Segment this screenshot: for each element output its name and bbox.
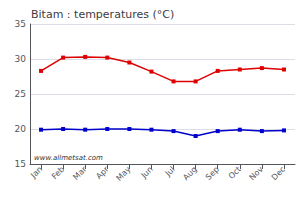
svg-text:Bitam : temperatures (°C): Bitam : temperatures (°C) (31, 8, 174, 21)
svg-text:Mar: Mar (71, 164, 89, 182)
svg-text:20: 20 (15, 124, 27, 134)
svg-text:www.allmetsat.com: www.allmetsat.com (34, 154, 103, 162)
svg-text:30: 30 (15, 54, 27, 64)
svg-text:25: 25 (15, 89, 26, 99)
svg-text:Sep: Sep (204, 165, 221, 182)
svg-text:Jul: Jul (163, 165, 177, 179)
svg-text:35: 35 (15, 19, 26, 29)
svg-text:Feb: Feb (50, 165, 66, 181)
svg-text:May: May (115, 165, 133, 183)
svg-text:Nov: Nov (248, 165, 266, 183)
svg-text:Dec: Dec (270, 165, 287, 182)
svg-text:15: 15 (15, 159, 26, 169)
svg-text:Jan: Jan (28, 165, 44, 181)
svg-text:Aug: Aug (181, 165, 198, 182)
svg-text:Oct: Oct (227, 165, 243, 181)
svg-text:Jun: Jun (139, 165, 155, 181)
svg-text:Apr: Apr (94, 164, 111, 181)
